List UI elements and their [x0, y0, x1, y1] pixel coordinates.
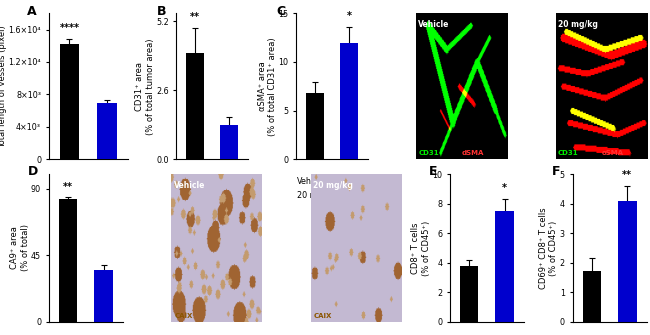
Bar	[340, 43, 358, 159]
Text: Vehicle: Vehicle	[418, 20, 450, 29]
Text: **: **	[190, 12, 200, 22]
Text: -: -	[313, 191, 317, 200]
Text: *: *	[346, 11, 352, 21]
Bar	[60, 44, 79, 159]
Text: 20 mg/kg: 20 mg/kg	[558, 20, 597, 29]
Text: +: +	[66, 177, 73, 186]
Text: Vehicle: Vehicle	[174, 181, 205, 190]
Text: Vehicle: Vehicle	[297, 177, 326, 186]
Text: +: +	[226, 191, 233, 200]
Text: ****: ****	[60, 23, 79, 34]
Bar	[59, 199, 77, 322]
Bar	[306, 93, 324, 159]
Y-axis label: CA9⁺ area
(% of total): CA9⁺ area (% of total)	[10, 224, 30, 271]
Text: CD31: CD31	[418, 150, 439, 156]
Text: +: +	[346, 191, 352, 200]
Text: 20 mg/kg: 20 mg/kg	[313, 181, 353, 190]
Text: **: **	[63, 182, 73, 192]
Text: E: E	[429, 165, 437, 178]
Y-axis label: CD8⁺ T cells
(% of CD45⁺): CD8⁺ T cells (% of CD45⁺)	[411, 220, 431, 275]
Text: Vehicle: Vehicle	[177, 177, 206, 186]
Text: +: +	[311, 177, 318, 186]
Text: CAIX: CAIX	[313, 313, 332, 319]
Y-axis label: CD69⁺ CD8⁺ T cells
(% of CD45⁺): CD69⁺ CD8⁺ T cells (% of CD45⁺)	[539, 207, 558, 289]
Text: +: +	[104, 191, 110, 200]
Text: -: -	[106, 177, 109, 186]
Text: 20 mg/kg: 20 mg/kg	[297, 191, 335, 200]
Text: CD31: CD31	[558, 150, 579, 156]
Text: +: +	[192, 177, 198, 186]
Text: -: -	[68, 191, 71, 200]
Text: οSMA: οSMA	[601, 150, 623, 156]
Text: C: C	[276, 5, 285, 18]
Bar	[94, 270, 112, 322]
Text: 20 mg/kg: 20 mg/kg	[50, 191, 88, 200]
Bar	[583, 271, 601, 322]
Y-axis label: CD31⁺ area
(% of total tumor area): CD31⁺ area (% of total tumor area)	[135, 38, 155, 135]
Bar	[618, 201, 636, 322]
Text: -: -	[348, 177, 350, 186]
Text: Vehicle: Vehicle	[50, 177, 79, 186]
Text: B: B	[157, 5, 166, 18]
Text: D: D	[28, 165, 38, 178]
Text: *: *	[502, 183, 507, 193]
Text: **: **	[622, 170, 632, 180]
Text: dSMA: dSMA	[462, 150, 484, 156]
Text: 20 mg/kg: 20 mg/kg	[177, 191, 216, 200]
Bar	[187, 53, 204, 159]
Bar	[220, 125, 238, 159]
Text: -: -	[194, 191, 196, 200]
Text: CAIX: CAIX	[174, 313, 192, 319]
Y-axis label: αSMA⁺ area
(% of total CD31⁺ area): αSMA⁺ area (% of total CD31⁺ area)	[257, 37, 277, 136]
Text: F: F	[552, 165, 560, 178]
Bar	[98, 103, 117, 159]
Y-axis label: Total length of vessels (pixel): Total length of vessels (pixel)	[0, 25, 7, 148]
Text: -: -	[227, 177, 231, 186]
Text: A: A	[27, 5, 36, 18]
Bar	[460, 266, 478, 322]
Bar	[495, 211, 514, 322]
